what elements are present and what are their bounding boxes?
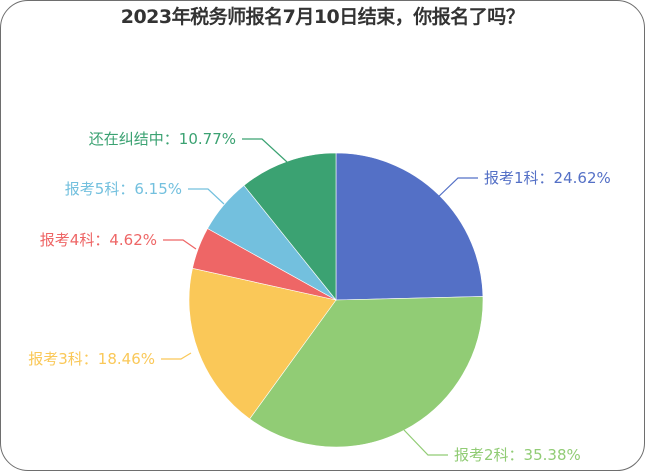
slice-label-1: 报考1科：24.62% [484,169,611,187]
slice-label-5: 报考5科：6.15% [65,180,182,198]
chart-title: 2023年税务师报名7月10日结束，你报名了吗？ [120,6,525,28]
leader-line-5 [188,188,225,205]
leader-line-4 [163,239,197,250]
leader-line-1 [433,177,478,202]
pie-slice-3[interactable] [188,267,337,420]
leader-line-2 [403,429,448,456]
leader-line-6 [242,138,288,163]
slice-label-4: 报考4科：4.62% [40,231,157,249]
pie-slices [188,152,484,448]
pie-slice-6[interactable] [243,152,337,301]
slice-label-6: 还在纠结中：10.77% [89,130,236,148]
leader-line-3 [161,352,192,360]
pie-slice-1[interactable] [335,152,484,301]
slice-label-2: 报考2科：35.38% [454,446,581,464]
slice-label-3: 报考3科：18.46% [28,350,155,368]
leader-lines [161,138,478,456]
